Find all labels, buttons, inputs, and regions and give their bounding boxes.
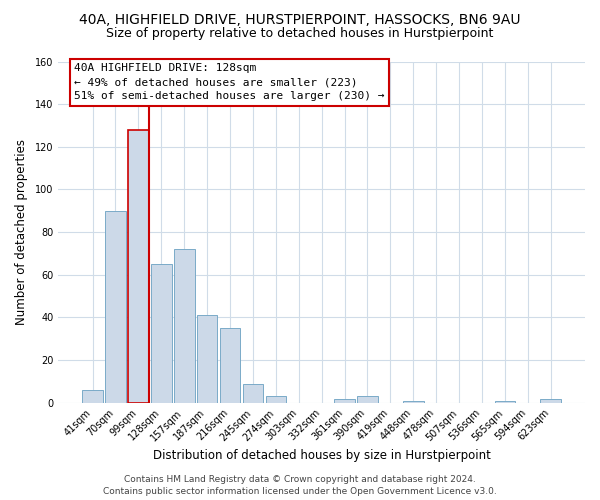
Bar	[128, 130, 149, 403]
Bar	[541, 398, 561, 403]
Bar	[334, 398, 355, 403]
Bar	[266, 396, 286, 403]
Text: Size of property relative to detached houses in Hurstpierpoint: Size of property relative to detached ho…	[106, 28, 494, 40]
Text: 40A HIGHFIELD DRIVE: 128sqm
← 49% of detached houses are smaller (223)
51% of se: 40A HIGHFIELD DRIVE: 128sqm ← 49% of det…	[74, 63, 385, 101]
Bar	[82, 390, 103, 403]
Bar	[151, 264, 172, 403]
X-axis label: Distribution of detached houses by size in Hurstpierpoint: Distribution of detached houses by size …	[153, 450, 491, 462]
Text: Contains HM Land Registry data © Crown copyright and database right 2024.
Contai: Contains HM Land Registry data © Crown c…	[103, 474, 497, 496]
Bar	[403, 400, 424, 403]
Bar	[357, 396, 378, 403]
Bar	[105, 211, 126, 403]
Y-axis label: Number of detached properties: Number of detached properties	[15, 139, 28, 325]
Bar	[494, 400, 515, 403]
Text: 40A, HIGHFIELD DRIVE, HURSTPIERPOINT, HASSOCKS, BN6 9AU: 40A, HIGHFIELD DRIVE, HURSTPIERPOINT, HA…	[79, 12, 521, 26]
Bar	[242, 384, 263, 403]
Bar	[220, 328, 241, 403]
Bar	[197, 316, 217, 403]
Bar	[174, 249, 194, 403]
